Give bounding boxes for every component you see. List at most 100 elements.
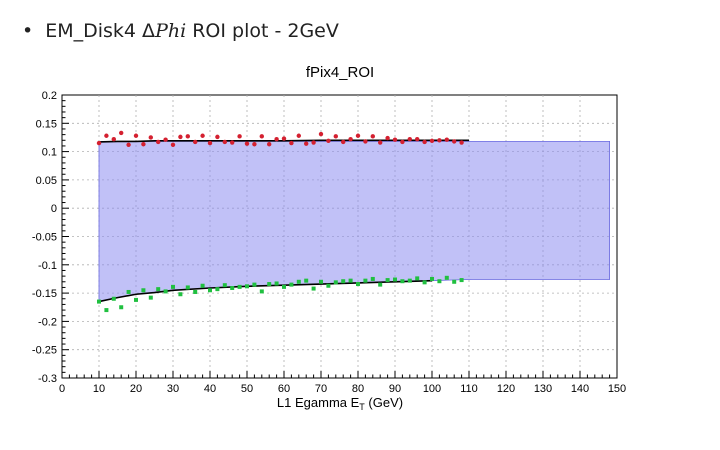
- y-tick-label: -0.15: [32, 288, 57, 300]
- y-tick-label: -0.2: [38, 316, 57, 328]
- lower-data-point: [208, 288, 212, 293]
- lower-data-point: [134, 297, 138, 302]
- title-text-math: Phi: [155, 20, 187, 42]
- lower-data-point: [289, 282, 294, 287]
- y-tick-label: 0: [51, 203, 57, 215]
- upper-data-point: [370, 134, 375, 139]
- upper-data-point: [126, 142, 131, 148]
- lower-data-point: [363, 278, 368, 283]
- upper-data-point: [318, 131, 324, 137]
- x-tick-label: 100: [423, 383, 441, 395]
- upper-data-point: [415, 136, 420, 142]
- lower-data-point: [341, 279, 346, 284]
- lower-data-point: [222, 283, 227, 288]
- lower-data-point: [444, 275, 449, 280]
- lower-data-point: [415, 276, 420, 281]
- lower-data-point: [385, 278, 390, 283]
- lower-data-point: [119, 305, 124, 310]
- upper-data-point: [252, 142, 257, 147]
- lower-data-point: [282, 284, 286, 289]
- upper-data-point: [311, 140, 316, 145]
- upper-data-point: [237, 134, 242, 139]
- x-tick-label: 140: [571, 383, 589, 395]
- upper-data-point: [200, 133, 205, 138]
- x-tick-label: 40: [204, 383, 216, 395]
- upper-data-point: [141, 142, 146, 147]
- upper-data-point: [281, 136, 287, 141]
- lower-data-point: [178, 292, 183, 297]
- x-tick-label: 110: [460, 383, 478, 395]
- lower-data-point: [126, 289, 131, 294]
- upper-data-point: [363, 139, 368, 144]
- lower-data-point: [163, 289, 168, 294]
- lower-data-point: [452, 279, 457, 284]
- x-tick-label: 130: [534, 383, 552, 395]
- upper-data-point: [333, 134, 338, 139]
- x-tick-label: 120: [497, 383, 515, 395]
- upper-data-point: [422, 139, 427, 145]
- upper-data-point: [178, 134, 183, 140]
- lower-data-point: [378, 282, 383, 287]
- upper-data-point: [156, 139, 161, 145]
- upper-data-point: [355, 133, 361, 138]
- x-tick-label: 90: [389, 383, 401, 395]
- lower-data-point: [422, 280, 427, 285]
- upper-data-point: [444, 137, 449, 142]
- upper-data-point: [230, 140, 235, 145]
- upper-data-point: [378, 140, 383, 145]
- upper-data-point: [193, 139, 198, 145]
- upper-data-point: [163, 137, 168, 142]
- upper-data-point: [207, 140, 213, 146]
- lower-data-point: [215, 287, 220, 292]
- x-tick-label: 20: [130, 383, 142, 395]
- lower-data-point: [171, 284, 175, 289]
- lower-data-point: [407, 278, 412, 283]
- upper-data-point: [244, 141, 250, 146]
- upper-data-point: [119, 130, 124, 136]
- lower-data-point: [267, 282, 272, 287]
- lower-data-point: [437, 279, 442, 284]
- upper-data-point: [222, 139, 227, 145]
- x-tick-label: 0: [59, 383, 65, 395]
- upper-data-point: [111, 136, 117, 142]
- lower-data-point: [245, 284, 249, 289]
- lower-data-point: [319, 279, 323, 284]
- lower-data-point: [104, 308, 109, 313]
- upper-data-point: [304, 141, 309, 146]
- lower-data-point: [111, 296, 116, 301]
- lower-data-point: [156, 287, 161, 292]
- upper-data-point: [133, 133, 139, 138]
- lower-data-point: [333, 280, 338, 285]
- lower-data-point: [259, 289, 264, 294]
- y-tick-label: -0.3: [38, 373, 57, 385]
- upper-data-point: [326, 138, 331, 144]
- lower-data-point: [296, 279, 301, 284]
- axes: 0 10 20 30 40 50 60 70 80 90 100 110 120 130 140 150 -0.…: [32, 90, 626, 395]
- upper-data-point: [385, 135, 390, 141]
- upper-data-point: [96, 140, 102, 146]
- x-tick-label: 150: [608, 383, 626, 395]
- lower-data-point: [97, 299, 101, 304]
- roi-band: [98, 141, 610, 303]
- data-points: [96, 130, 464, 313]
- y-tick-label: 0.1: [42, 147, 57, 159]
- lower-data-point: [459, 278, 464, 283]
- lower-data-point: [230, 286, 235, 291]
- title-bullet: •: [22, 20, 34, 42]
- x-tick-label: 10: [93, 383, 105, 395]
- upper-data-point: [170, 142, 176, 148]
- upper-data-point: [259, 134, 264, 139]
- lower-data-point: [326, 283, 331, 288]
- lower-data-point: [200, 283, 205, 288]
- upper-data-point: [148, 135, 153, 140]
- upper-data-point: [348, 136, 353, 142]
- lower-data-point: [237, 284, 242, 289]
- upper-data-point: [459, 140, 464, 145]
- upper-data-point: [452, 139, 457, 144]
- upper-data-point: [267, 142, 272, 147]
- lower-data-point: [141, 288, 146, 293]
- slide-title: • EM_Disk4 ΔPhi ROI plot - 2GeV: [22, 20, 339, 42]
- title-text-post: ROI plot - 2GeV: [186, 20, 339, 42]
- roi-band-area: [98, 141, 610, 303]
